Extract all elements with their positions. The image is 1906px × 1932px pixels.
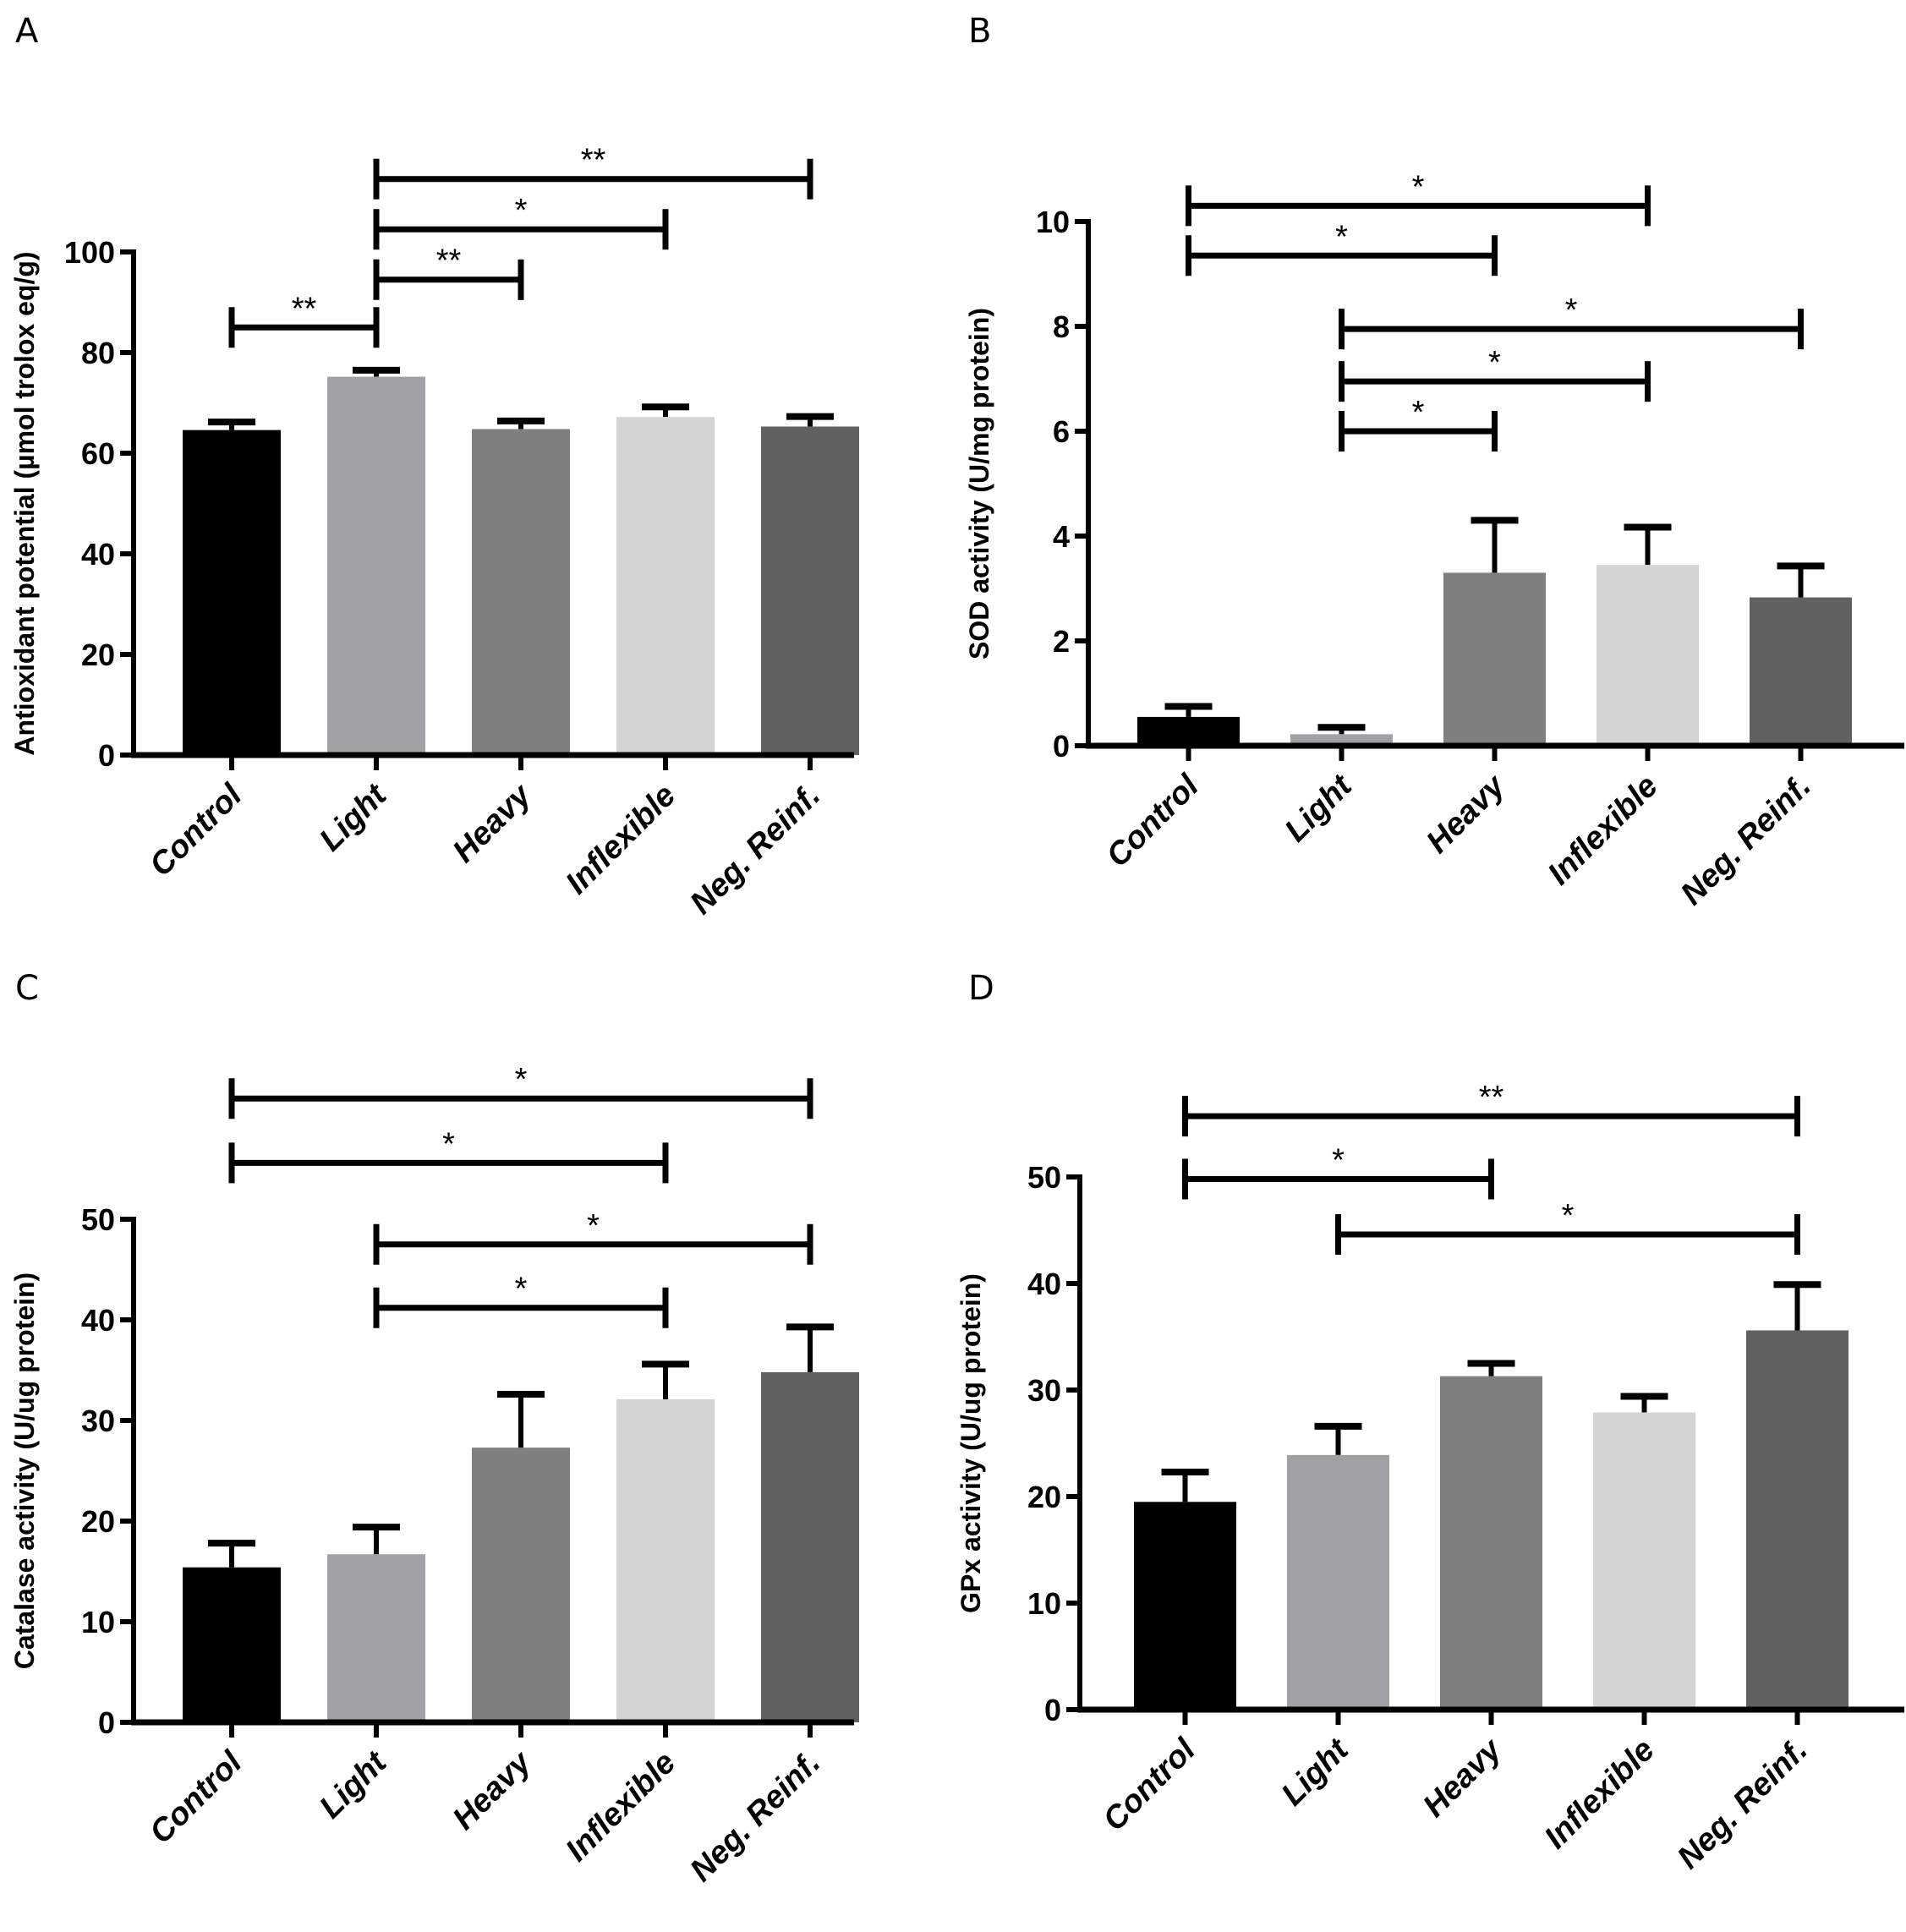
y-tick-label: 50 [1027,1160,1061,1195]
significance-label: * [587,1208,600,1244]
bar-inflexible [616,1399,715,1722]
y-tick-label: 8 [1053,309,1070,344]
bar-control [183,1567,281,1722]
significance-label: * [515,1062,528,1097]
y-axis-label: Catalase activity (U/ug protein) [9,1272,40,1669]
bar-light [1287,1454,1389,1710]
y-tick-label: 30 [1027,1373,1061,1408]
significance-label: * [1488,345,1501,380]
y-tick-label: 0 [98,1705,115,1740]
y-axis-label: SOD activity (U/mg protein) [964,308,994,660]
y-tick-label: 60 [81,436,115,471]
chart-svg: B SOD activity (U/mg protein) 0 2 4 6 8 10 Contr… [964,12,1904,912]
y-tick-label: 100 [64,235,115,270]
x-tick-label: Inflexible [559,1745,682,1869]
y-tick-label: 0 [1044,1693,1061,1727]
significance-label: * [442,1126,455,1162]
x-tick-label: Control [1100,768,1207,874]
y-tick-label: 10 [1027,1586,1061,1621]
bar-neg-reinf [1746,1330,1848,1710]
y-axis-label: GPx activity (U/ug protein) [956,1273,986,1613]
significance-label: * [1412,395,1425,430]
bar-neg-reinf [761,426,859,755]
significance-label: * [1412,169,1425,205]
bar-inflexible [616,417,715,755]
y-tick-label: 2 [1053,624,1070,659]
x-tick-label: Inflexible [559,778,682,901]
x-tick-label: Control [143,1744,249,1851]
y-tick-label: 50 [81,1202,115,1237]
panel-label: B [968,12,991,51]
significance-label: * [515,1272,528,1307]
x-tick-label: Neg. Reinf. [1674,769,1818,912]
chart-svg: D GPx activity (U/ug protein) 0 10 20 30 40 50 C… [956,969,1904,1876]
y-tick-label: 20 [1027,1480,1061,1514]
bar-neg-reinf [1750,597,1852,746]
y-tick-label: 10 [1036,205,1070,239]
y-tick-label: 0 [98,738,115,773]
y-tick-label: 20 [81,1504,115,1539]
significance-label: ** [1479,1080,1504,1115]
x-tick-label: Neg. Reinf. [683,778,827,922]
y-tick-label: 30 [81,1404,115,1438]
significance-label: ** [581,143,606,178]
x-tick-label: Heavy [1416,1731,1509,1824]
y-tick-label: 80 [81,336,115,370]
x-tick-label: Inflexible [1538,1732,1662,1856]
y-tick-label: 0 [1053,729,1070,763]
x-tick-label: Heavy [1420,767,1513,860]
y-tick-label: 40 [1027,1267,1061,1301]
bar-control [1134,1502,1236,1710]
bar-light [327,1554,425,1722]
x-tick-label: Light [313,1744,394,1825]
y-tick-label: 6 [1053,414,1070,449]
y-tick-label: 40 [81,1303,115,1338]
x-tick-label: Inflexible [1542,769,1665,892]
bar-neg-reinf [761,1371,859,1722]
x-tick-label: Light [1279,768,1360,849]
significance-label: ** [436,244,462,279]
y-tick-label: 4 [1053,519,1070,554]
significance-label: ** [292,291,317,326]
x-tick-label: Light [313,777,394,858]
x-tick-label: Heavy [446,776,539,869]
x-tick-label: Control [143,777,249,884]
bar-inflexible [1597,565,1699,746]
panel-d: D GPx activity (U/ug protein) 0 10 20 30 40 50 C… [953,966,1906,1931]
significance-label: * [1565,293,1578,328]
bar-inflexible [1593,1412,1695,1710]
panel-a: A Antioxidant potential (µmol trolox eq/g… [0,0,953,966]
x-tick-label: Light [1275,1732,1356,1813]
bar-heavy [472,1448,570,1722]
panel-label: A [15,12,39,51]
significance-label: * [1562,1198,1575,1234]
y-axis-label: Antioxidant potential (µmol trolox eq/g) [9,251,40,755]
panel-c: C Catalase activity (U/ug protein) 0 10 20 30… [0,966,953,1931]
x-tick-label: Neg. Reinf. [683,1745,827,1889]
panel-label: D [968,969,994,1008]
panel-label: C [15,969,39,1008]
panel-b: B SOD activity (U/mg protein) 0 2 4 6 8 10 Contr… [953,0,1906,966]
x-tick-label: Control [1097,1732,1203,1838]
bar-heavy [1443,572,1546,746]
significance-label: * [1335,219,1348,254]
bar-control [1137,716,1240,746]
significance-label: * [1332,1143,1345,1179]
bar-heavy [472,429,570,755]
bar-light [327,376,425,755]
significance-label: * [515,193,528,228]
bar-heavy [1440,1376,1542,1710]
y-tick-label: 20 [81,638,115,672]
x-tick-label: Heavy [446,1743,539,1836]
x-tick-label: Neg. Reinf. [1671,1732,1815,1876]
chart-svg: A Antioxidant potential (µmol trolox eq/g… [9,12,859,922]
y-tick-label: 10 [81,1605,115,1639]
bar-control [183,430,281,755]
chart-svg: C Catalase activity (U/ug protein) 0 10 20 30… [9,969,859,1889]
y-tick-label: 40 [81,537,115,572]
